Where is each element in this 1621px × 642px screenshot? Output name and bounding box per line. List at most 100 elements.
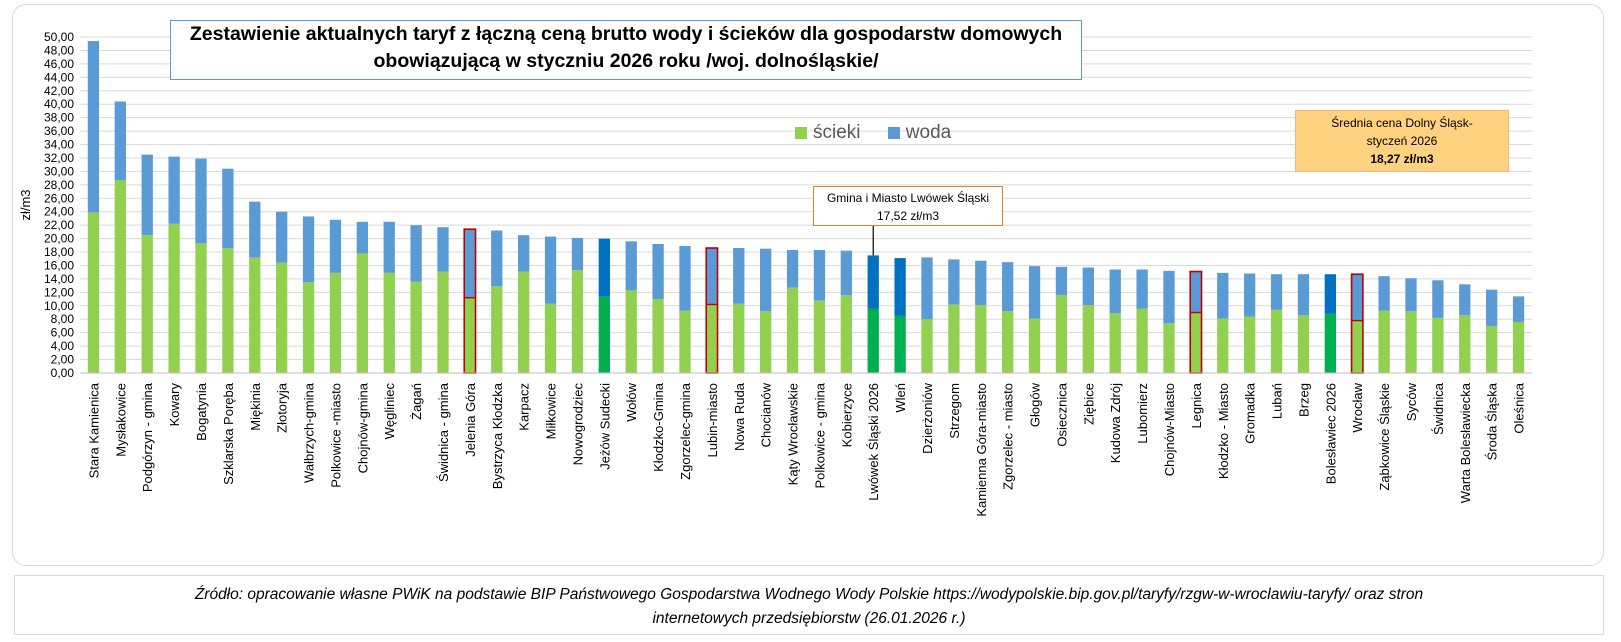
bar-sewage-klodzko-miasto	[1217, 318, 1229, 373]
bar-water-warta-boleslawiecka	[1459, 284, 1471, 316]
x-tick-label-miekinia: Miękinia	[248, 382, 263, 430]
bar-sewage-polkowice-miasto	[329, 272, 342, 373]
y-tick-label: 24,00	[44, 205, 74, 219]
bar-water-gromadka	[1244, 273, 1256, 317]
x-tick-label-olesnica: Oleśnica	[1512, 382, 1527, 433]
bar-water-katy-wroclawskie	[786, 250, 799, 288]
bar-water-szklarska-poreba	[222, 168, 234, 249]
bar-sewage-zlotoryja	[276, 262, 288, 373]
bar-water-zgorzelec-miasto	[1002, 262, 1014, 312]
bar-water-wolow	[625, 241, 637, 291]
bar-water-nowogrodziec	[571, 237, 584, 271]
x-tick-label-karpacz: Karpacz	[517, 383, 532, 431]
bar-sewage-wlen	[894, 315, 906, 373]
average-price-line2: styczeń 2026	[1366, 134, 1438, 148]
bar-water-brzeg	[1297, 274, 1310, 316]
bar-sewage-wegliniec	[383, 272, 395, 373]
bar-sewage-zagan	[410, 281, 422, 373]
bar-water-miekinia	[249, 201, 261, 258]
x-tick-label-sroda-slaska: Środa Śląska	[1485, 382, 1500, 460]
bar-sewage-jezow-sudecki	[598, 296, 610, 373]
x-tick-label-jelenia-gora: Jelenia Góra	[463, 382, 478, 456]
legend-label-sewage: ścieki	[813, 122, 861, 143]
bar-water-bystrzyca-klodzka	[491, 230, 503, 287]
bar-sewage-walbrzych-gmina	[302, 282, 315, 373]
bar-sewage-wolow	[625, 290, 637, 373]
x-tick-label-szklarska-poreba: Szklarska Poręba	[221, 382, 236, 485]
bar-sewage-glogow	[1028, 318, 1041, 373]
y-tick-label: 38,00	[44, 111, 74, 125]
x-tick-label-lubomierz: Lubomierz	[1135, 383, 1150, 444]
bar-water-glogow	[1028, 266, 1041, 319]
bar-sewage-katy-wroclawskie	[786, 287, 799, 373]
y-tick-label: 36,00	[44, 124, 74, 138]
x-tick-label-osiecznica: Osiecznica	[1054, 382, 1069, 446]
y-tick-label: 32,00	[44, 151, 74, 165]
bar-sewage-lubin-miasto	[706, 304, 718, 373]
y-tick-label: 10,00	[44, 299, 74, 313]
x-tick-label-kowary: Kowary	[167, 383, 182, 427]
y-tick-label: 14,00	[44, 272, 74, 286]
bar-sewage-stara-kamienica	[87, 212, 100, 373]
x-tick-label-polkowice-gmina: Polkowice - gmina	[812, 382, 827, 488]
bar-water-ziebice	[1082, 267, 1094, 306]
bar-sewage-kudowa-zdroj	[1109, 313, 1121, 373]
bar-sewage-boleslawiec-2026	[1324, 313, 1336, 373]
x-tick-label-zabkowice-slaskie: Ząbkowice Śląskie	[1377, 383, 1392, 491]
bar-sewage-bogatynia	[195, 243, 207, 373]
bar-sewage-swidnica	[1432, 317, 1444, 373]
y-tick-label: 22,00	[44, 218, 74, 232]
bar-sewage-chojnow-miasto	[1163, 323, 1175, 373]
bar-sewage-sycow	[1405, 311, 1417, 373]
bar-water-wlen	[894, 258, 906, 316]
bar-water-jezow-sudecki	[598, 238, 610, 297]
x-tick-label-wolow: Wołów	[624, 382, 639, 421]
source-line1: Źródło: opracowanie własne PWiK na podst…	[194, 586, 1424, 603]
legend-item-water: woda	[887, 122, 951, 144]
y-tick-label: 40,00	[44, 97, 74, 111]
bar-water-zabkowice-slaskie	[1378, 276, 1390, 311]
y-tick-label: 18,00	[44, 245, 74, 259]
bar-sewage-olesnica	[1512, 321, 1525, 373]
bar-sewage-legnica	[1190, 312, 1202, 373]
bar-sewage-bystrzyca-klodzka	[491, 286, 503, 373]
x-tick-label-walbrzych-gmina: Wałbrzych-gmina	[302, 382, 317, 483]
bar-water-stara-kamienica	[87, 41, 100, 213]
lwowek-callout-line1: Gmina i Miasto Lwówek Śląski	[826, 191, 990, 205]
bar-sewage-chojnow-gmina	[356, 253, 368, 373]
bar-sewage-lwowek-slaski-2026	[867, 308, 879, 373]
y-tick-label: 50,00	[44, 30, 74, 44]
x-tick-label-lwowek-slaski-2026: Lwówek Śląski 2026	[866, 383, 881, 501]
x-tick-label-ziebice: Ziębice	[1081, 383, 1096, 425]
lwowek-callout: Gmina i Miasto Lwówek Śląski 17,52 zł/m3	[813, 186, 1003, 226]
x-tick-label-zgorzelec-gmina: Zgorzelec-gmina	[678, 382, 693, 480]
bar-sewage-ziebice	[1082, 305, 1094, 373]
source-line2: internetowych przedsiębiorstw (26.01.202…	[652, 610, 966, 627]
x-tick-label-bogatynia: Bogatynia	[194, 382, 209, 441]
axis-layer: 0,002,004,006,008,0010,0012,0014,0016,00…	[44, 30, 1532, 517]
y-axis-label: zł/m3	[18, 189, 33, 220]
bar-water-kamienna-gora-miasto	[975, 260, 987, 306]
x-tick-label-jezow-sudecki: Jeżów Sudecki	[597, 383, 612, 470]
bar-sewage-swidnica-gmina	[437, 271, 449, 373]
bar-water-sroda-slaska	[1486, 289, 1498, 326]
bar-water-bogatynia	[195, 158, 207, 244]
x-tick-label-katy-wroclawskie: Kąty Wrocławskie	[786, 383, 801, 485]
bar-water-swidnica	[1432, 280, 1444, 318]
bar-sewage-kobierzyce	[840, 295, 852, 373]
bar-sewage-polkowice-gmina	[813, 300, 826, 373]
bar-water-zlotoryja	[276, 211, 288, 263]
bar-sewage-myslakowice	[114, 180, 126, 373]
x-tick-label-klodzko-miasto: Kłodzko - Miasto	[1216, 383, 1231, 479]
bar-sewage-zgorzelec-miasto	[1002, 311, 1014, 373]
chart-title: Zestawienie aktualnych taryf z łączną ce…	[170, 20, 1082, 80]
bar-sewage-nowa-ruda	[733, 303, 745, 373]
x-tick-label-zlotoryja: Złotoryja	[275, 382, 290, 433]
bar-water-polkowice-gmina	[813, 250, 826, 301]
bar-sewage-kowary	[168, 223, 180, 373]
bar-water-boleslawiec-2026	[1324, 274, 1336, 314]
x-tick-label-swidnica-gmina: Świdnica - gmina	[436, 382, 451, 482]
x-tick-label-wegliniec: Węgliniec	[382, 383, 397, 440]
bar-water-polkowice-miasto	[329, 219, 342, 273]
x-tick-label-glogow: Głogów	[1028, 382, 1043, 427]
